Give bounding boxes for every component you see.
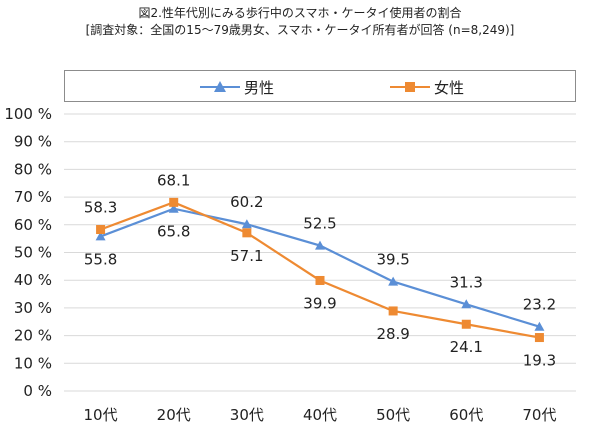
- data-label: 60.2: [230, 193, 263, 211]
- data-label: 23.2: [523, 296, 556, 314]
- data-label: 55.8: [84, 250, 117, 268]
- data-point: [95, 231, 106, 241]
- data-point: [461, 299, 472, 309]
- data-label: 39.9: [303, 294, 336, 312]
- y-tick-label: 90 %: [14, 133, 52, 151]
- y-tick-label: 100 %: [4, 105, 52, 123]
- data-point: [169, 197, 179, 207]
- data-label: 57.1: [230, 247, 263, 265]
- data-point: [534, 321, 545, 331]
- data-point: [96, 225, 106, 235]
- y-tick-label: 70 %: [14, 188, 52, 206]
- data-point: [315, 275, 325, 285]
- legend-item-male: 男性: [200, 77, 274, 97]
- data-label: 58.3: [84, 199, 117, 217]
- legend-swatch-female: [390, 82, 430, 92]
- data-label: 68.1: [157, 171, 190, 189]
- data-point: [315, 240, 325, 250]
- x-tick-label: 60代: [449, 406, 483, 424]
- y-tick-label: 10 %: [14, 354, 52, 372]
- data-label: 52.5: [303, 215, 336, 233]
- data-point: [242, 228, 252, 238]
- data-point: [461, 319, 471, 329]
- y-tick-label: 20 %: [14, 327, 52, 345]
- data-label: 31.3: [450, 273, 483, 291]
- data-point: [168, 203, 179, 213]
- y-tick-label: 50 %: [14, 244, 52, 262]
- data-label: 39.5: [376, 251, 409, 269]
- data-point: [534, 333, 544, 343]
- data-label: 24.1: [450, 338, 483, 356]
- y-tick-label: 60 %: [14, 216, 52, 234]
- x-tick-label: 30代: [230, 406, 264, 424]
- legend-label-male: 男性: [244, 78, 275, 97]
- x-tick-label: 40代: [303, 406, 337, 424]
- chart-title: 図2.性年代別にみる歩行中のスマホ・ケータイ使用者の割合: [138, 6, 462, 20]
- y-tick-label: 0 %: [23, 382, 52, 400]
- x-tick-label: 50代: [376, 406, 410, 424]
- legend-label-female: 女性: [434, 78, 465, 97]
- data-label: 65.8: [157, 223, 190, 241]
- data-point: [388, 306, 398, 316]
- chart-subtitle: [調査対象：全国の15～79歳男女、スマホ・ケータイ所有者が回答 (n=8,24…: [85, 23, 515, 37]
- legend-item-female: 女性: [390, 77, 464, 97]
- x-tick-label: 70代: [522, 406, 556, 424]
- data-label: 28.9: [376, 325, 409, 343]
- x-tick-label: 20代: [157, 406, 191, 424]
- legend: 男性 女性: [64, 70, 576, 102]
- y-tick-label: 80 %: [14, 160, 52, 178]
- x-tick-label: 10代: [84, 406, 118, 424]
- data-label: 19.3: [523, 352, 556, 370]
- y-tick-label: 30 %: [14, 299, 52, 317]
- data-point: [388, 276, 399, 286]
- y-tick-label: 40 %: [14, 271, 52, 289]
- data-point: [241, 219, 252, 229]
- legend-swatch-male: [200, 81, 240, 92]
